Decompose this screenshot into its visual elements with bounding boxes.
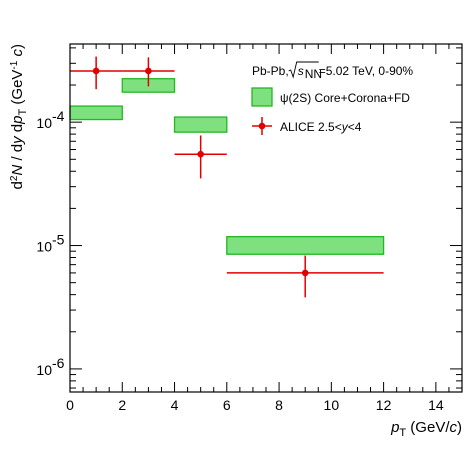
y-tick-label-exponent: -5 [52, 232, 65, 248]
annotation-sqrt-sub: NN [305, 67, 322, 81]
marker-2 [197, 150, 204, 158]
x-tick-label: 2 [118, 397, 126, 413]
legend-band-label: ψ(2S) Core+Corona+FD [280, 91, 410, 105]
legend: ψ(2S) Core+Corona+FD ALICE 2.5<y<4 [251, 87, 410, 135]
model-bands [69, 78, 385, 255]
y-axis: 10-610-510-4 [36, 47, 462, 389]
x-tick-label: 8 [275, 397, 283, 413]
marker-3 [301, 269, 309, 277]
y-tick-label: 10 [36, 362, 52, 378]
y-axis-label: d2N / dy dpT (GeV-1 c) [9, 44, 29, 189]
x-tick-label: 10 [324, 397, 340, 413]
x-tick-label: 14 [428, 397, 444, 413]
band-bin-0 [69, 105, 123, 121]
marker-1 [145, 67, 152, 75]
x-axis: 0 2 4 6 8 10 12 14 [66, 44, 463, 413]
x-axis-label: pT (GeV/c) [390, 419, 462, 439]
legend-band-swatch [251, 87, 273, 107]
legend-point-label: ALICE 2.5<y<4 [280, 120, 362, 134]
annotation-sqrt-s: s [298, 64, 304, 78]
y-tick-label: 10 [36, 239, 52, 255]
annotation-suffix: =5.02 TeV, 0-90% [319, 64, 414, 78]
legend-point-marker [252, 117, 272, 135]
data-point-3 [226, 255, 384, 298]
x-tick-label: 6 [223, 397, 231, 413]
band-bin-3 [226, 236, 385, 255]
annotation-prefix: Pb-Pb, [252, 64, 289, 78]
x-tick-label: 0 [66, 397, 74, 413]
sqrt-icon [288, 61, 319, 79]
marker-0 [92, 67, 100, 75]
band-bin-2 [173, 116, 228, 133]
data-points [70, 56, 384, 298]
legend-point-dot [258, 122, 266, 130]
data-point-2 [174, 135, 227, 179]
y-tick-label: 10 [36, 115, 52, 131]
y-tick-label-exponent: -4 [52, 108, 65, 124]
collision-annotation: Pb-Pb, s NN =5.02 TeV, 0-90% [252, 61, 414, 81]
data-point-1 [122, 57, 175, 87]
x-tick-label: 4 [171, 397, 179, 413]
y-tick-label-exponent: -6 [52, 355, 65, 371]
x-tick-label: 12 [376, 397, 392, 413]
data-point-0 [70, 56, 123, 90]
